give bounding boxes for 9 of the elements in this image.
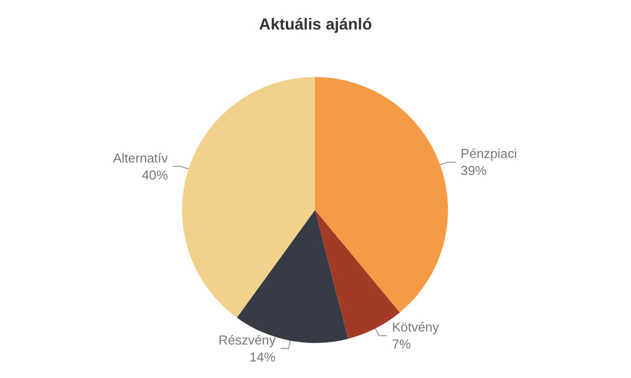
chart-title: Aktuális ajánló xyxy=(259,16,372,34)
slice-label: Alternatív xyxy=(112,150,168,166)
slice-label: Pénzpiaci xyxy=(460,146,518,162)
slice-label: Kötvény xyxy=(392,320,440,335)
data-label: 7% xyxy=(392,336,412,352)
data-label: 39% xyxy=(460,163,488,178)
data-label: 14% xyxy=(250,350,276,365)
slice-label: Részvény xyxy=(218,332,276,348)
data-label: 40% xyxy=(142,167,168,182)
